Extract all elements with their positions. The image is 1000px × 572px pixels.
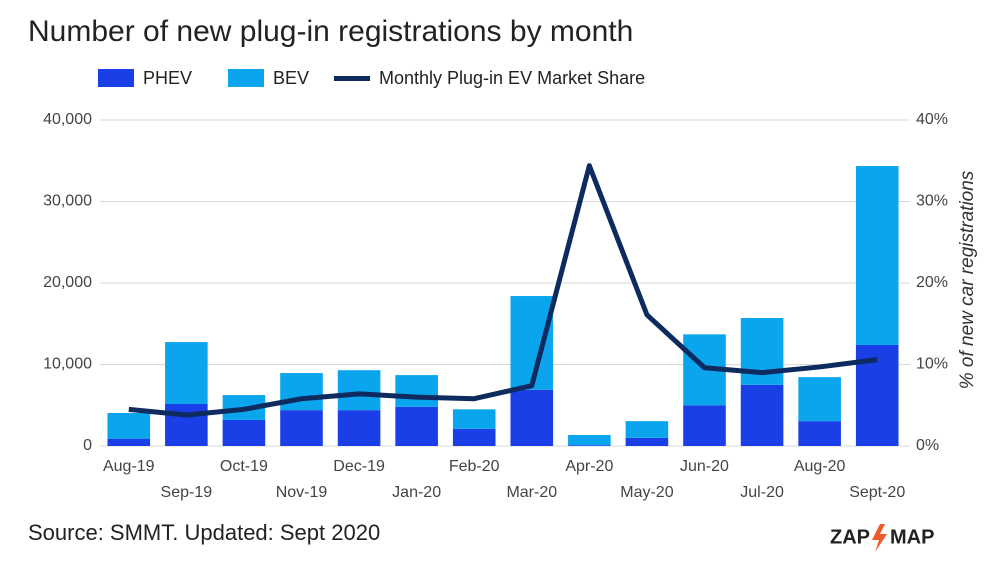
y2-tick-label: 30% xyxy=(916,193,948,210)
bar xyxy=(452,428,496,446)
x-tick-label: Jul-20 xyxy=(740,484,784,501)
logo-bolt xyxy=(872,524,887,552)
bar xyxy=(107,438,151,446)
bar xyxy=(107,412,151,439)
bar xyxy=(395,406,438,446)
y2-tick-label: 10% xyxy=(916,356,948,373)
bar xyxy=(337,370,381,411)
y2-tick-label: 0% xyxy=(916,437,939,454)
x-tick-label: Oct-19 xyxy=(220,458,268,475)
x-tick-label: Feb-20 xyxy=(449,458,500,475)
bar xyxy=(280,373,323,411)
logo-text: ZAP xyxy=(830,526,870,548)
legend-label: PHEV xyxy=(143,68,192,88)
x-tick-label: Nov-19 xyxy=(276,484,328,501)
x-tick-label: Sept-20 xyxy=(849,484,905,501)
chart-title: Number of new plug-in registrations by m… xyxy=(28,15,633,48)
y-tick-label: 0 xyxy=(83,437,92,454)
bar xyxy=(855,166,899,345)
x-tick-label: Jan-20 xyxy=(392,484,441,501)
bar xyxy=(280,410,323,446)
y2-tick-label: 40% xyxy=(916,111,948,128)
bar xyxy=(625,421,669,438)
x-tick-label: Dec-19 xyxy=(333,458,385,475)
bar xyxy=(683,405,726,446)
bar xyxy=(395,375,438,407)
x-tick-label: Sep-19 xyxy=(161,484,213,501)
bar xyxy=(510,389,554,446)
line xyxy=(128,163,878,418)
bar xyxy=(568,445,611,446)
bar xyxy=(165,342,208,405)
legend-swatch xyxy=(334,76,370,81)
bar xyxy=(452,409,496,429)
bar xyxy=(798,377,841,422)
legend-swatch xyxy=(98,69,134,87)
logo-text: MAP xyxy=(890,526,934,548)
y2-axis-label: % of new car registrations xyxy=(957,170,978,389)
x-tick-label: Mar-20 xyxy=(506,484,557,501)
logo: ZAP MAP xyxy=(830,524,934,552)
bar xyxy=(568,434,611,446)
y2-tick-label: 20% xyxy=(916,274,948,291)
legend-label: BEV xyxy=(273,68,309,88)
bar xyxy=(337,410,381,446)
x-tick-label: Apr-20 xyxy=(565,458,613,475)
y-tick-label: 20,000 xyxy=(43,274,92,291)
legend-label: Monthly Plug-in EV Market Share xyxy=(379,68,645,88)
bar xyxy=(625,437,669,446)
legend-swatch xyxy=(228,69,264,87)
bar xyxy=(740,384,784,446)
x-tick-label: May-20 xyxy=(620,484,673,501)
bar xyxy=(222,419,266,446)
y-tick-label: 30,000 xyxy=(43,193,92,210)
bar xyxy=(165,404,208,446)
source: Source: SMMT. Updated: Sept 2020 xyxy=(28,520,380,545)
y-tick-label: 40,000 xyxy=(43,111,92,128)
x-tick-label: Aug-20 xyxy=(794,458,846,475)
y-tick-label: 10,000 xyxy=(43,356,92,373)
x-tick-label: Jun-20 xyxy=(680,458,729,475)
bar xyxy=(510,296,554,390)
x-tick-label: Aug-19 xyxy=(103,458,155,475)
bar xyxy=(798,421,841,446)
